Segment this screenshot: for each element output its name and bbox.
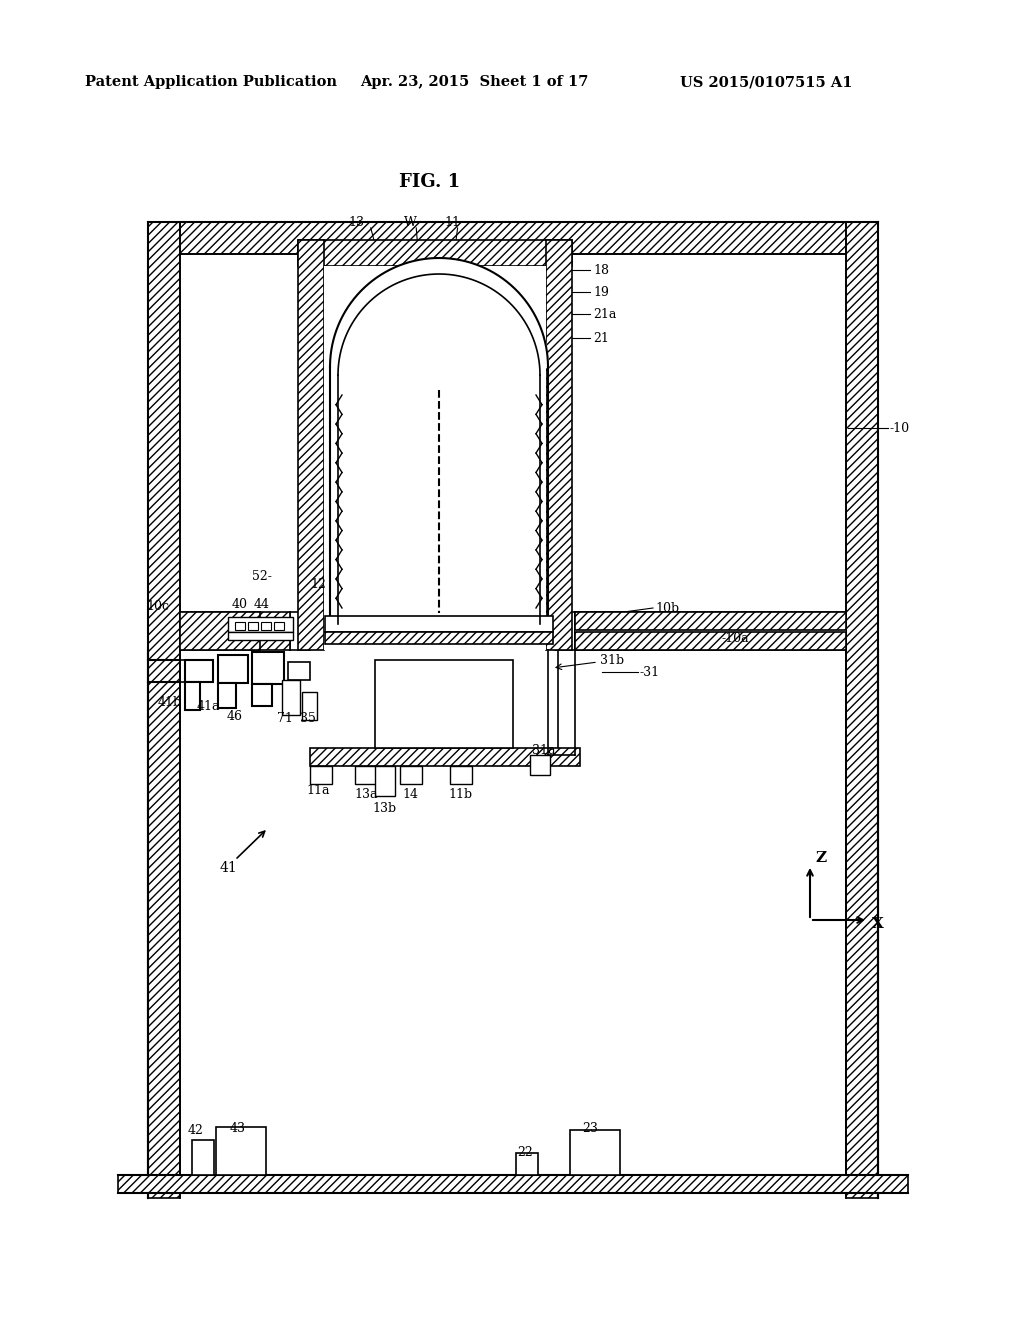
Text: 44: 44 [254,598,270,610]
Bar [298,240,324,649]
Text: X: X [872,917,884,931]
Bar [450,766,472,784]
Bar [310,748,580,766]
Bar [185,660,213,682]
Bar [546,240,572,649]
Text: 10c: 10c [146,599,170,612]
Bar [261,622,271,630]
Text: 40: 40 [232,598,248,610]
Bar [118,1175,908,1193]
Text: FIG. 1: FIG. 1 [399,173,461,191]
Bar [846,222,878,1199]
Text: 11b: 11b [447,788,472,801]
Bar [234,622,245,630]
Text: 13: 13 [348,215,364,228]
Bar [148,222,180,1199]
Text: 11a: 11a [306,784,330,796]
Bar [180,612,290,649]
Bar [298,240,572,267]
Bar [228,632,293,640]
Text: 41b: 41b [158,697,182,710]
Bar [575,612,846,630]
Bar [252,652,284,684]
Text: 31b: 31b [600,653,624,667]
Text: 19: 19 [593,285,609,298]
Bar [193,1140,214,1175]
Bar [216,1127,266,1175]
Bar [325,632,553,644]
Text: 35: 35 [300,711,316,725]
Bar [516,1152,538,1175]
Text: Patent Application Publication: Patent Application Publication [85,75,337,88]
Text: 42: 42 [188,1123,204,1137]
Bar [282,680,300,715]
Bar [218,655,248,682]
Bar [375,660,513,748]
Text: US 2015/0107515 A1: US 2015/0107515 A1 [680,75,853,88]
Text: 10b: 10b [655,602,679,615]
Text: 21: 21 [593,331,609,345]
Bar [288,663,310,680]
Text: 22: 22 [517,1146,532,1159]
Bar [575,632,846,649]
Text: 52-: 52- [252,570,272,583]
Text: Z: Z [815,851,826,865]
Bar [375,766,395,796]
Text: 11: 11 [444,215,460,228]
Bar [570,1130,620,1175]
Text: -10a: -10a [722,631,750,644]
Text: 14: 14 [402,788,418,801]
Text: 46: 46 [227,710,243,722]
Bar [575,612,846,649]
Text: 13b: 13b [373,801,397,814]
Bar [252,684,272,706]
Bar [248,622,258,630]
Bar [324,267,546,649]
Text: 71: 71 [278,711,293,725]
Bar [325,616,553,632]
Bar [180,612,260,649]
Text: 18: 18 [593,264,609,276]
Bar [355,766,377,784]
Bar [530,755,550,775]
Bar [302,692,317,719]
Text: 23: 23 [582,1122,598,1134]
Bar [274,622,284,630]
Bar [575,630,846,632]
Bar [148,222,878,253]
Text: 41a: 41a [197,700,220,713]
Bar [575,612,670,649]
Bar [185,682,200,710]
Text: -31: -31 [640,665,660,678]
Bar [400,766,422,784]
Text: 12: 12 [310,578,326,590]
Text: 31a: 31a [532,743,555,756]
Text: 13a: 13a [354,788,378,801]
Text: Apr. 23, 2015  Sheet 1 of 17: Apr. 23, 2015 Sheet 1 of 17 [360,75,589,88]
Text: W: W [403,215,417,228]
Text: 43: 43 [230,1122,246,1134]
Bar [310,766,332,784]
Text: 21a: 21a [593,308,616,321]
Text: 41: 41 [219,861,237,875]
Bar [218,682,236,708]
Bar [228,616,293,632]
Text: -10: -10 [890,421,910,434]
